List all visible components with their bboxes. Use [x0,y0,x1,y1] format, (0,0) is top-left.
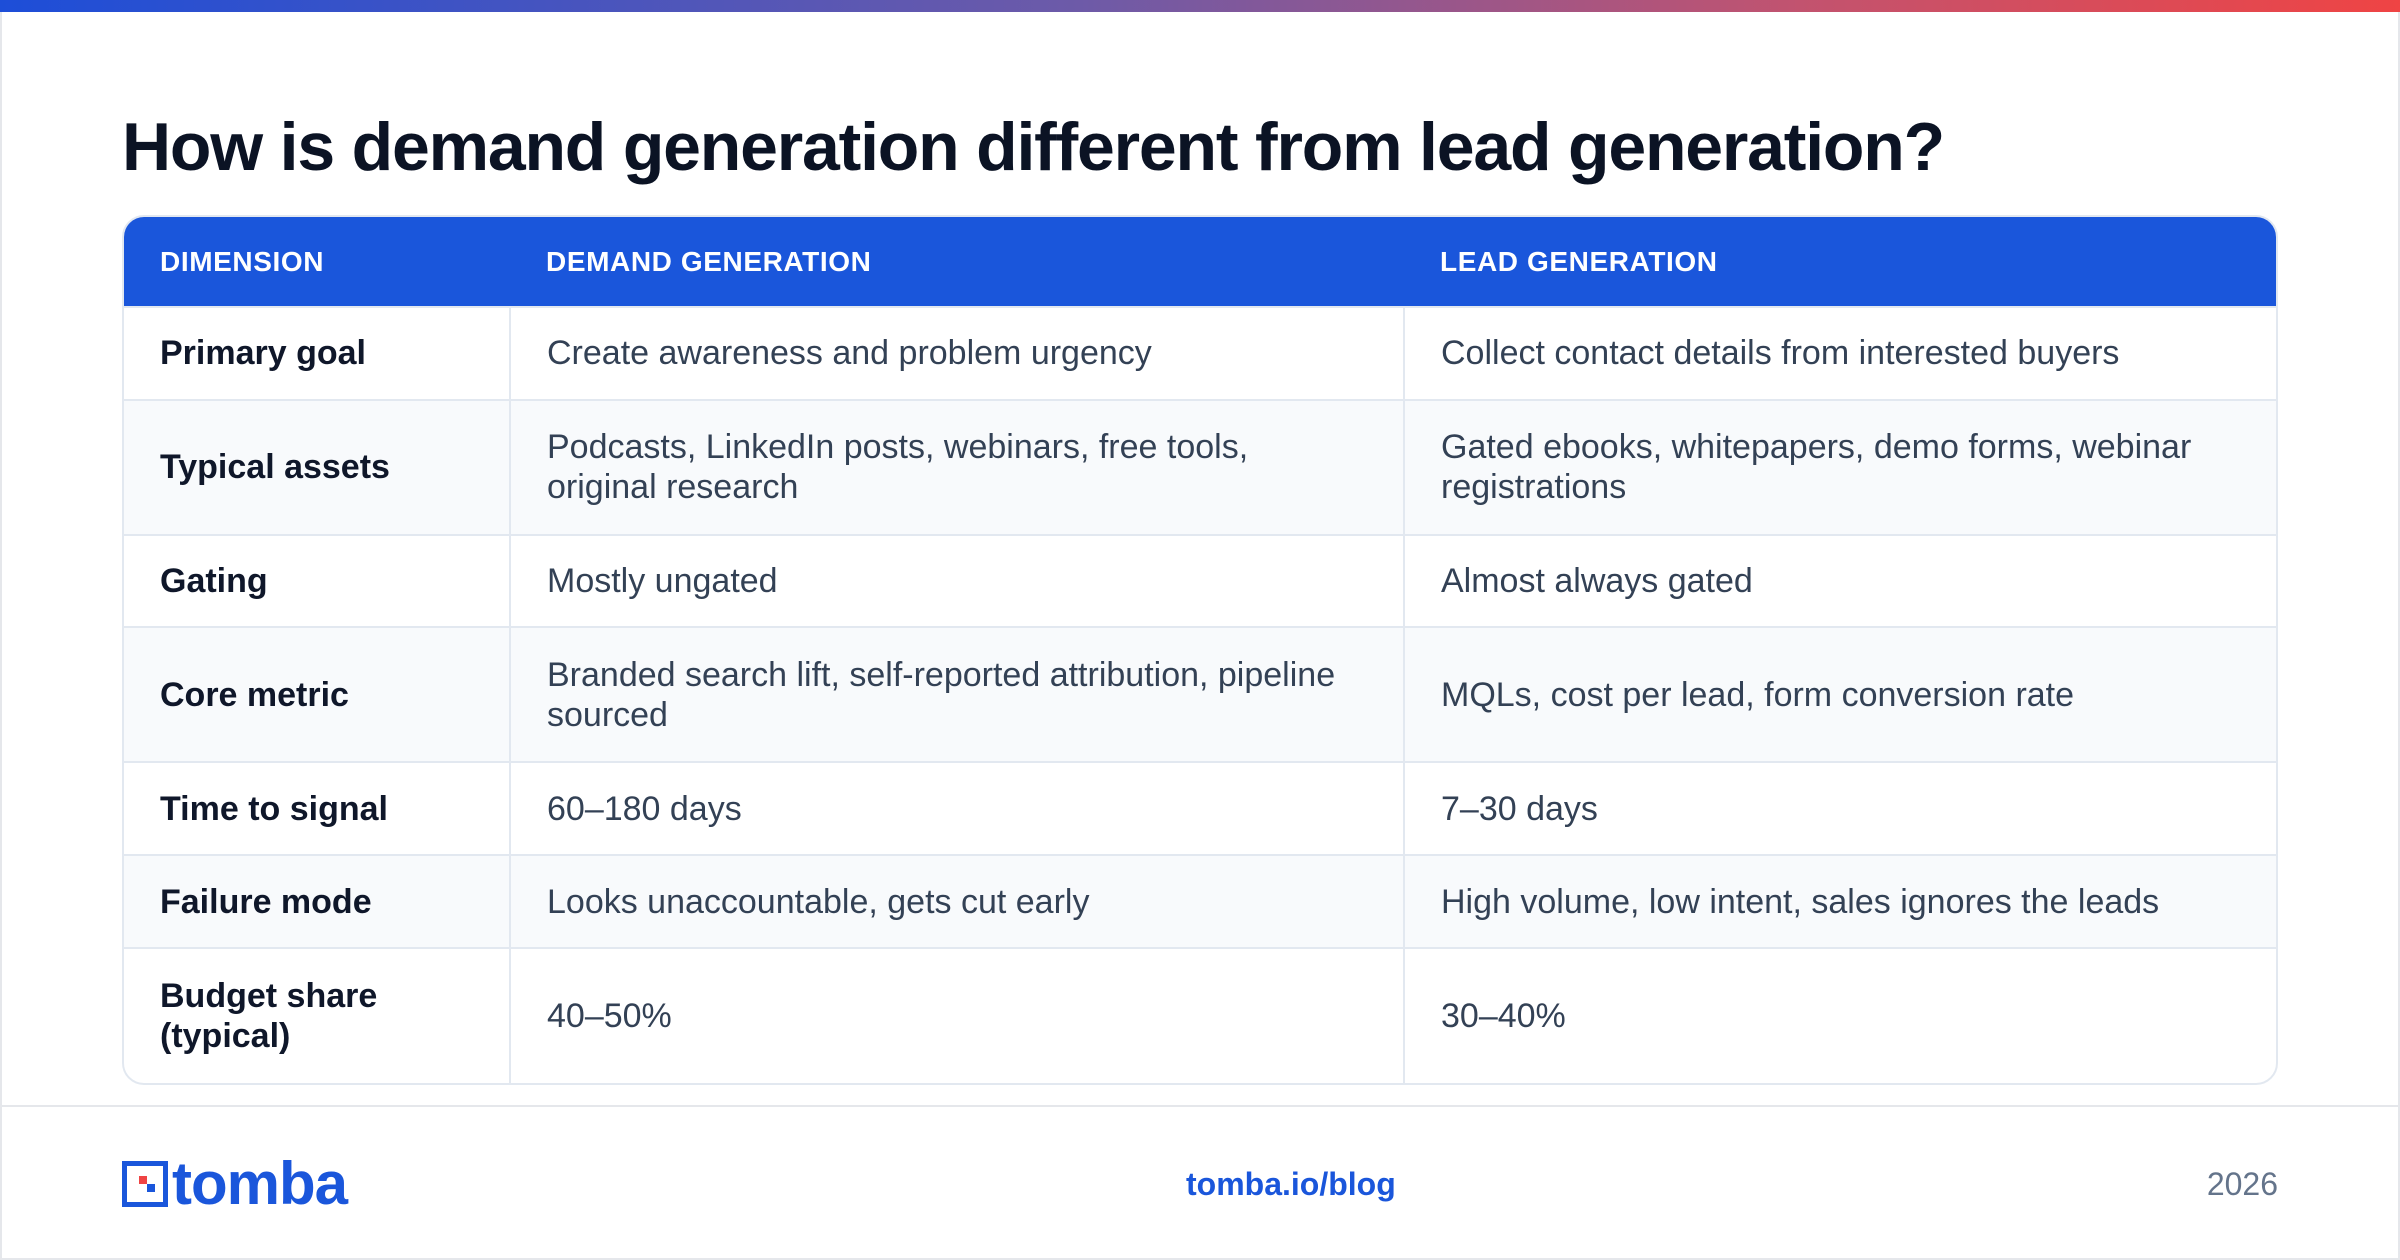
row-dimension: Failure mode [124,854,510,948]
row-demand-value: Branded search lift, self-reported attri… [509,626,1404,763]
row-dimension: Time to signal [124,761,510,856]
row-dimension: Budget share (typical) [124,946,510,1083]
footer-divider [2,1105,2398,1107]
page-frame [0,12,2400,1260]
table-row: Primary goal Create awareness and proble… [124,306,2276,400]
comparison-table-card: DIMENSION DEMAND GENERATION LEAD GENERAT… [122,215,2278,1085]
row-demand-value: 40–50% [509,946,1404,1083]
table-row: Failure mode Looks unaccountable, gets c… [124,854,2276,948]
row-demand-value: 60–180 days [509,761,1404,856]
row-lead-value: MQLs, cost per lead, form conversion rat… [1403,626,2276,763]
tomba-logo: tomba [121,1150,348,1217]
table-row: Budget share (typical) 40–50% 30–40% [124,946,2276,1083]
row-lead-value: 7–30 days [1403,761,2276,856]
row-demand-value: Podcasts, LinkedIn posts, webinars, free… [509,398,1404,535]
row-dimension: Primary goal [124,306,510,400]
table-row: Core metric Branded search lift, self-re… [124,626,2276,763]
row-demand-value: Create awareness and problem urgency [509,306,1404,400]
tomba-logo-icon [121,1160,169,1208]
row-demand-value: Looks unaccountable, gets cut early [509,854,1404,948]
row-dimension: Core metric [124,626,510,763]
row-demand-value: Mostly ungated [509,533,1404,628]
footer-year: 2026 [2206,1166,2278,1202]
header-lead-generation: LEAD GENERATION [1404,217,2276,307]
row-dimension: Typical assets [124,398,510,535]
logo-wordmark: tomba [172,1150,348,1217]
row-lead-value: 30–40% [1403,946,2276,1083]
row-lead-value: High volume, low intent, sales ignores t… [1403,854,2276,948]
header-demand-generation: DEMAND GENERATION [510,217,1404,307]
row-dimension: Gating [124,533,510,628]
header-dimension: DIMENSION [124,217,510,307]
page-title: How is demand generation different from … [122,109,1945,185]
row-lead-value: Gated ebooks, whitepapers, demo forms, w… [1403,398,2276,535]
table-header-row: DIMENSION DEMAND GENERATION LEAD GENERAT… [124,217,2276,307]
table-row: Typical assets Podcasts, LinkedIn posts,… [124,398,2276,535]
row-lead-value: Collect contact details from interested … [1403,306,2276,400]
blog-link[interactable]: tomba.io/blog [1186,1166,1396,1202]
table-row: Time to signal 60–180 days 7–30 days [124,761,2276,856]
row-lead-value: Almost always gated [1403,533,2276,628]
top-gradient-bar [0,0,2400,12]
table-row: Gating Mostly ungated Almost always gate… [124,533,2276,628]
comparison-table: DIMENSION DEMAND GENERATION LEAD GENERAT… [124,217,2276,1083]
